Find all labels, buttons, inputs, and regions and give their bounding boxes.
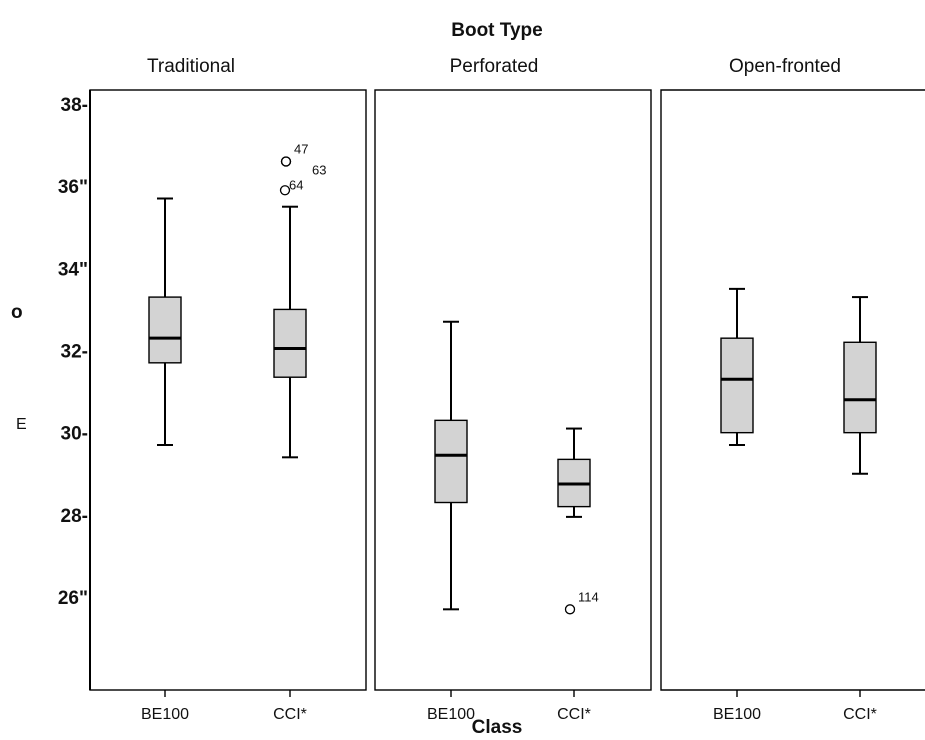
iqr-box bbox=[273, 308, 307, 378]
y-axis-label-fragment-e: E bbox=[16, 416, 27, 433]
y-tick-label: 32- bbox=[61, 342, 88, 363]
facet-panel: Open-fronted BE100 CCI* bbox=[660, 56, 925, 723]
box-plot: BE100 bbox=[713, 287, 761, 723]
panel-frame bbox=[660, 89, 925, 691]
y-tick-label: 36" bbox=[58, 177, 88, 198]
box-plot: BE100 bbox=[427, 320, 475, 723]
outlier-label: 64 bbox=[289, 177, 303, 192]
x-tick-label: BE100 bbox=[427, 706, 475, 723]
box-plot: 47 63 64 CCI* bbox=[273, 142, 326, 723]
y-tick-label: 38- bbox=[61, 95, 88, 116]
x-tick-label: BE100 bbox=[713, 706, 761, 723]
panel-frame bbox=[374, 89, 652, 691]
outlier-label: 114 bbox=[578, 589, 599, 604]
iqr-box bbox=[434, 419, 468, 504]
iqr-box bbox=[843, 341, 877, 434]
facet-label: Traditional bbox=[147, 56, 235, 77]
iqr-box bbox=[148, 296, 182, 364]
iqr-box bbox=[720, 337, 754, 434]
facet-label: Open-fronted bbox=[729, 56, 841, 77]
outlier-point bbox=[564, 604, 576, 615]
y-axis-label-fragment-o: o bbox=[11, 302, 23, 323]
facet-panel: Perforated BE100 114 CCI* bbox=[374, 56, 652, 723]
chart-title: Boot Type bbox=[451, 20, 542, 41]
outlier-label: 47 bbox=[294, 142, 308, 157]
panel-frame bbox=[89, 89, 367, 691]
facet-panel: Traditional BE100 47 63 64 CCI* bbox=[89, 56, 367, 723]
x-axis-title: Class bbox=[472, 717, 523, 738]
x-tick-label: CCI* bbox=[273, 706, 307, 723]
y-tick-label: 30- bbox=[61, 424, 88, 445]
facet-label: Perforated bbox=[450, 56, 539, 77]
facet-panels: Traditional BE100 47 63 64 CCI* Perforated BE10… bbox=[89, 56, 925, 723]
x-tick-label: BE100 bbox=[141, 706, 189, 723]
y-tick-label: 26" bbox=[58, 588, 88, 609]
outlier-point bbox=[280, 156, 292, 167]
y-axis: 38- 36" 34" 32- 30- 28- 26" bbox=[58, 95, 88, 609]
x-tick-label: CCI* bbox=[843, 706, 877, 723]
outlier-label: 63 bbox=[312, 163, 326, 178]
x-tick-label: CCI* bbox=[557, 706, 591, 723]
y-tick-label: 28- bbox=[61, 506, 88, 527]
box-plot: CCI* bbox=[843, 296, 877, 723]
box-plot: 114 CCI* bbox=[557, 427, 599, 723]
outlier-point bbox=[279, 185, 291, 196]
y-tick-label: 34" bbox=[58, 259, 88, 280]
box-plot: BE100 bbox=[141, 197, 189, 723]
